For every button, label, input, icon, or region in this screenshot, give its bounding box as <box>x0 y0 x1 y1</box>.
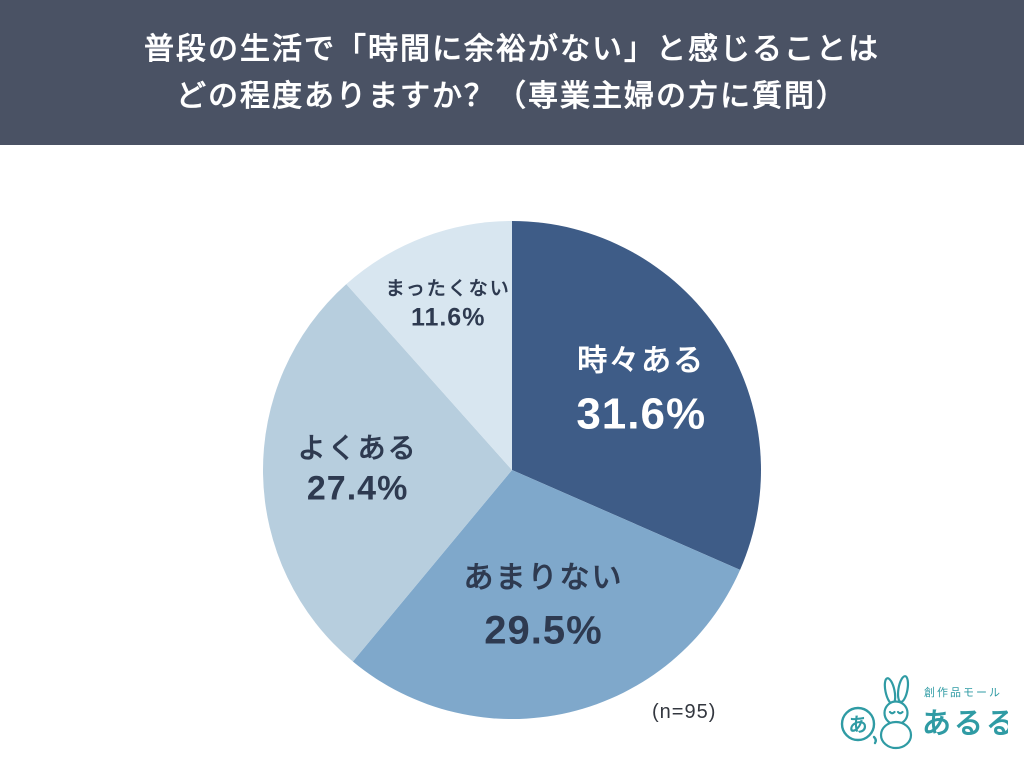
pie-slice-3 <box>262 284 512 662</box>
aruru-logo: あ 創作品モール あるる <box>838 667 1015 760</box>
slice-label-3: よくある <box>298 433 418 464</box>
slice-label-4: まったくない <box>386 278 511 300</box>
slice-value-3: 27.4% <box>307 470 408 508</box>
aruru-logo-graphic: あ 創作品モール あるる <box>840 675 1015 750</box>
slice-value-4: 11.6% <box>411 304 486 332</box>
logo-circle-mark <box>840 706 877 745</box>
question-header: 普段の生活で「時間に余裕がない」と感じることは どの程度ありますか？（専業主婦の… <box>0 0 1024 145</box>
sample-size-label: (n=95) <box>652 701 717 723</box>
slice-value-1: 31.6% <box>576 390 706 439</box>
pie-slice-4 <box>346 221 512 470</box>
slice-label-1: 時々ある <box>577 345 705 378</box>
slice-label-2: あまりない <box>464 561 624 594</box>
logo-brand-small: 創作品モール <box>924 685 1002 699</box>
pie-slice-2 <box>352 470 741 719</box>
question-title-line1: 普段の生活で「時間に余裕がない」と感じることは <box>144 32 880 66</box>
rabbit-mascot-icon <box>879 675 913 750</box>
question-title-line2: どの程度ありますか？（専業主婦の方に質問） <box>176 79 848 113</box>
pie-slice-1 <box>512 221 761 570</box>
logo-circle-character: あ <box>848 714 867 736</box>
logo-brand-large: あるる <box>922 708 1008 740</box>
slice-value-2: 29.5% <box>484 608 602 652</box>
